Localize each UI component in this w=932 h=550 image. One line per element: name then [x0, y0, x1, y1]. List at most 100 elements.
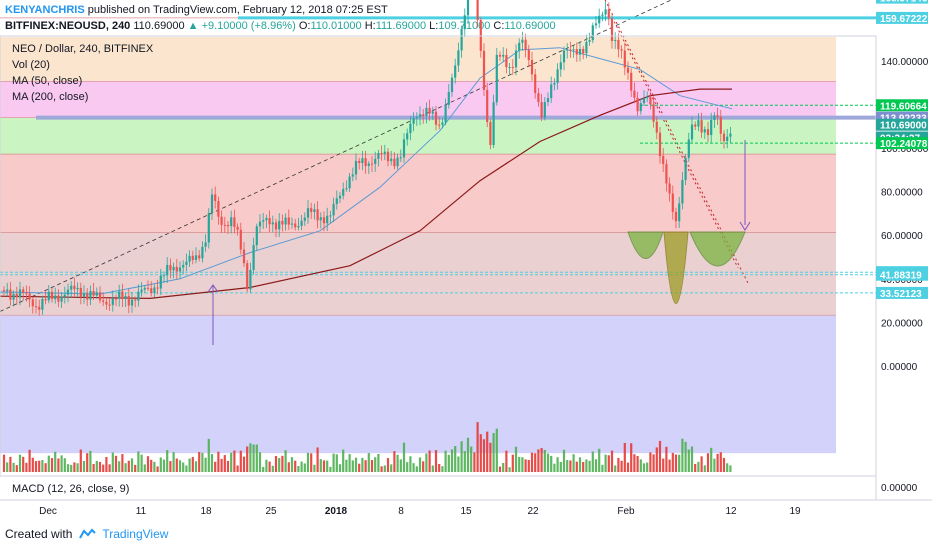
moving-averages — [0, 47, 733, 300]
candle-body — [508, 67, 511, 69]
volume-bar — [518, 456, 521, 472]
volume-bar — [153, 461, 156, 472]
candle-body — [9, 289, 12, 300]
volume-bar — [9, 456, 12, 472]
volume-bar — [89, 450, 92, 472]
candle-body — [559, 62, 562, 70]
volume-bar — [214, 461, 217, 472]
volume-bar — [508, 467, 511, 472]
close-label: C: — [493, 20, 505, 32]
volume-bar — [502, 462, 505, 472]
volume-bar — [569, 460, 572, 472]
volume-bar — [86, 453, 89, 472]
down-trendline-2 — [611, 16, 739, 269]
volume-bar — [505, 450, 508, 472]
candle-body — [294, 223, 297, 228]
volume-bar — [140, 454, 143, 472]
legend-title: NEO / Dollar, 240, BITFINEX — [12, 43, 154, 55]
volume-bar — [92, 464, 95, 472]
volume-bar — [700, 456, 703, 472]
candle-body — [434, 111, 438, 125]
volume-bar — [367, 452, 370, 472]
volume-bar — [722, 457, 726, 472]
candle-body — [146, 287, 150, 289]
volume-bar — [271, 465, 274, 472]
symbol-label: BITFINEX:NEOUSD, 240 — [5, 20, 131, 32]
volume-bar — [434, 450, 438, 472]
volume-bar — [44, 463, 47, 472]
volume-bar — [274, 455, 278, 472]
price-tick-label: 60.00000 — [881, 231, 923, 242]
volume-bar — [146, 456, 150, 472]
volume-bar — [498, 466, 502, 472]
volume-bars — [2, 422, 732, 472]
candle-body — [134, 299, 137, 301]
early-arrow-head — [207, 284, 219, 293]
volume-bar — [121, 454, 124, 472]
volume-bar — [470, 446, 473, 472]
left-shoulder-shape — [627, 231, 664, 259]
ma200-line — [0, 88, 732, 300]
candle-body — [329, 215, 332, 217]
candle-body — [255, 226, 258, 246]
candle-body — [495, 54, 498, 103]
candle-body — [396, 157, 399, 167]
tradingview-brand[interactable]: TradingView — [102, 527, 169, 541]
volume-bar — [191, 457, 194, 472]
candle-body — [310, 208, 313, 213]
volume-bar — [380, 466, 383, 472]
candle-body — [313, 209, 316, 213]
volume-bar — [396, 454, 399, 472]
volume-bar — [486, 431, 489, 472]
volume-bar — [223, 455, 226, 472]
volume-bar — [524, 459, 527, 472]
volume-bar — [98, 461, 102, 472]
volume-bar — [492, 433, 495, 472]
candle-body — [620, 49, 623, 51]
author-name[interactable]: KENYANCHRIS — [5, 4, 85, 16]
volume-bar — [671, 452, 674, 472]
candle-body — [28, 293, 31, 300]
price-labels: 206.76151201.39332168.97146159.67222119.… — [876, 0, 928, 300]
candle-body — [598, 15, 601, 24]
candle-body — [246, 263, 249, 290]
candle-body — [582, 48, 585, 54]
volume-bar — [124, 463, 127, 472]
volume-bar — [438, 464, 441, 472]
price-axis: 220.00000200.00000180.00000160.00000140.… — [881, 13, 929, 373]
volume-bar — [114, 455, 118, 472]
candle-body — [700, 120, 703, 133]
candle-body — [588, 40, 591, 42]
volume-bar — [370, 459, 374, 472]
volume-bar — [134, 464, 137, 472]
volume-bar — [601, 464, 604, 472]
volume-bar — [374, 457, 377, 472]
volume-bar — [713, 458, 716, 472]
volume-bar — [575, 461, 578, 472]
publish-line: KENYANCHRIS published on TradingView.com… — [5, 4, 388, 16]
volume-bar — [460, 441, 463, 472]
candle-body — [694, 124, 697, 127]
volume-bar — [130, 458, 134, 472]
candle-body — [284, 217, 287, 225]
volume-bar — [348, 454, 351, 472]
candle-body — [678, 203, 681, 222]
volume-bar — [57, 458, 60, 472]
volume-bar — [76, 463, 79, 472]
candle-body — [22, 289, 25, 293]
candle-body — [518, 42, 521, 51]
candle-body — [150, 288, 153, 293]
volume-bar — [294, 460, 297, 472]
volume-bar — [383, 465, 386, 472]
time-tick-label: 8 — [398, 506, 404, 517]
volume-bar — [300, 461, 303, 472]
candle-body — [185, 261, 188, 265]
candle-body — [47, 291, 50, 301]
volume-bar — [655, 447, 658, 472]
candle-body — [335, 198, 338, 204]
time-tick-label: 19 — [789, 506, 801, 517]
candle-body — [102, 300, 105, 302]
close-value: 110.69000 — [504, 20, 556, 32]
volume-bar — [550, 455, 553, 472]
